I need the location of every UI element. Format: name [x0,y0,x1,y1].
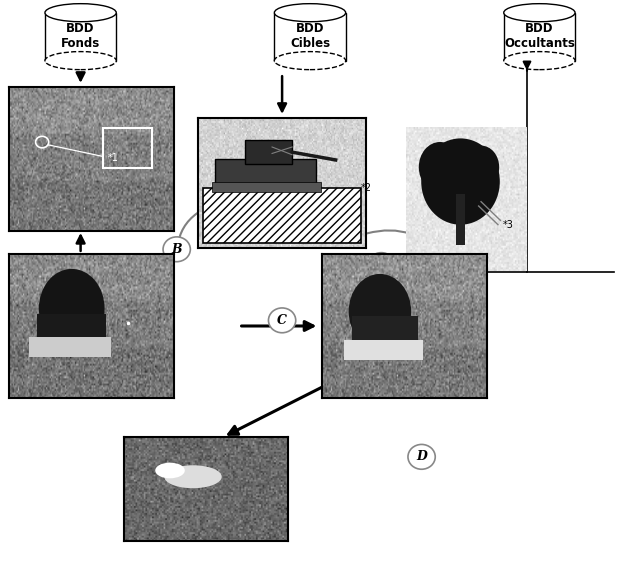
Bar [275,12,346,60]
Circle shape [163,237,190,262]
Circle shape [268,308,296,333]
Bar [37,314,106,343]
Text: Occultants: Occultants [504,37,575,50]
Bar [215,158,316,187]
Text: A: A [376,258,386,272]
Text: *3: *3 [447,257,458,267]
Ellipse shape [155,462,185,478]
Circle shape [368,253,395,277]
Text: BDD: BDD [525,21,554,35]
Bar [212,182,321,192]
Bar [103,127,153,168]
Text: BDD: BDD [66,21,95,35]
Circle shape [408,444,435,469]
Ellipse shape [45,3,117,21]
Text: *2: *2 [351,235,362,245]
Bar [343,340,423,360]
Text: Fonds: Fonds [61,37,100,50]
Ellipse shape [275,3,346,21]
Ellipse shape [45,52,117,70]
Ellipse shape [503,3,575,21]
Bar [456,195,466,245]
Text: *3: *3 [503,219,514,230]
Text: BDD: BDD [296,21,324,35]
Bar [503,12,575,60]
Ellipse shape [421,138,500,224]
Ellipse shape [164,465,222,488]
Ellipse shape [275,52,346,70]
Bar [352,316,418,345]
Text: *1: *1 [108,153,119,163]
Bar [203,188,361,243]
Text: B: B [171,243,182,256]
Ellipse shape [463,146,499,189]
Ellipse shape [503,52,575,70]
Text: Cibles: Cibles [290,37,330,50]
Ellipse shape [39,269,105,348]
Bar [45,12,117,60]
Text: D: D [416,450,427,464]
Text: C: C [277,314,287,327]
Ellipse shape [418,142,461,192]
Bar [29,337,111,358]
Ellipse shape [348,274,411,349]
Bar [246,140,292,164]
Text: *1: *1 [202,209,213,219]
Text: *2: *2 [361,183,372,193]
